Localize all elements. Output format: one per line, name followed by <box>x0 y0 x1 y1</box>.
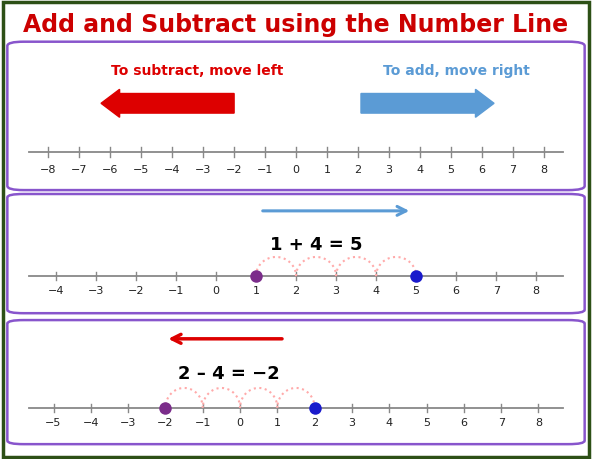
Text: −3: −3 <box>88 285 104 296</box>
Text: 8: 8 <box>540 166 547 175</box>
FancyBboxPatch shape <box>7 194 585 313</box>
Text: 2: 2 <box>355 166 362 175</box>
Text: −7: −7 <box>71 166 88 175</box>
Text: −4: −4 <box>47 285 64 296</box>
Text: −8: −8 <box>40 166 57 175</box>
Text: 0: 0 <box>237 418 243 428</box>
Text: 3: 3 <box>385 166 392 175</box>
Text: 2 – 4 = −2: 2 – 4 = −2 <box>178 365 280 383</box>
Text: 8: 8 <box>533 285 540 296</box>
Text: −3: −3 <box>195 166 211 175</box>
Text: 1: 1 <box>323 166 330 175</box>
Text: 0: 0 <box>292 166 300 175</box>
Text: −1: −1 <box>168 285 184 296</box>
Text: 1: 1 <box>274 418 281 428</box>
Text: −5: −5 <box>46 418 62 428</box>
Text: 5: 5 <box>413 285 420 296</box>
Text: 7: 7 <box>509 166 516 175</box>
Text: −2: −2 <box>127 285 144 296</box>
Text: −4: −4 <box>164 166 181 175</box>
Text: 7: 7 <box>498 418 505 428</box>
Text: 1: 1 <box>252 285 259 296</box>
Text: −2: −2 <box>157 418 173 428</box>
FancyBboxPatch shape <box>7 42 585 190</box>
Text: −5: −5 <box>133 166 149 175</box>
Text: Add and Subtract using the Number Line: Add and Subtract using the Number Line <box>24 13 568 37</box>
Text: 7: 7 <box>493 285 500 296</box>
Text: 5: 5 <box>423 418 430 428</box>
Text: 4: 4 <box>386 418 393 428</box>
FancyArrow shape <box>361 90 494 118</box>
Text: 6: 6 <box>453 285 460 296</box>
FancyBboxPatch shape <box>7 320 585 444</box>
Text: −3: −3 <box>120 418 136 428</box>
Text: 5: 5 <box>447 166 454 175</box>
Text: 8: 8 <box>535 418 542 428</box>
Text: 6: 6 <box>461 418 467 428</box>
Text: −6: −6 <box>102 166 118 175</box>
Text: 4: 4 <box>416 166 423 175</box>
Text: 0: 0 <box>213 285 220 296</box>
Text: To subtract, move left: To subtract, move left <box>111 64 283 78</box>
Text: 2: 2 <box>311 418 318 428</box>
Text: −1: −1 <box>195 418 211 428</box>
Text: 3: 3 <box>333 285 340 296</box>
Text: 2: 2 <box>292 285 300 296</box>
Text: −2: −2 <box>226 166 242 175</box>
Text: −1: −1 <box>257 166 274 175</box>
Text: 4: 4 <box>372 285 379 296</box>
FancyArrow shape <box>101 90 234 118</box>
Text: −4: −4 <box>82 418 99 428</box>
Text: 6: 6 <box>478 166 485 175</box>
Text: 1 + 4 = 5: 1 + 4 = 5 <box>270 235 362 254</box>
Text: 3: 3 <box>349 418 355 428</box>
Text: To add, move right: To add, move right <box>384 64 530 78</box>
